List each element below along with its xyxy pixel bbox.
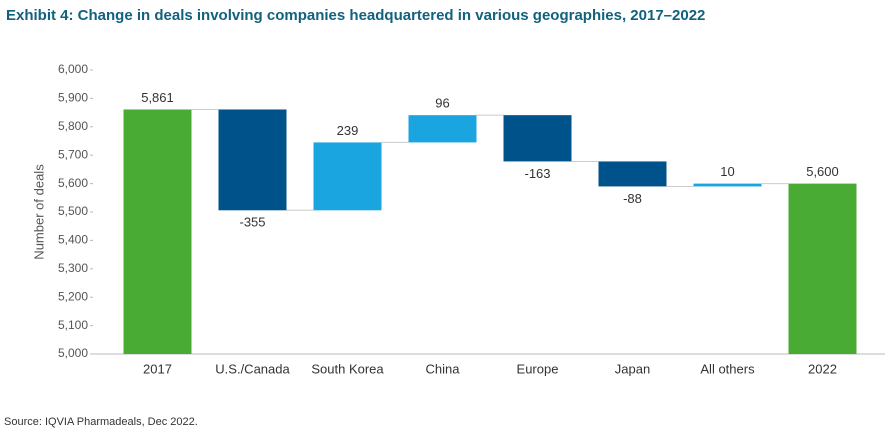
bar [598, 161, 667, 187]
y-axis-label: Number of deals [31, 164, 46, 260]
x-tick-label: U.S./Canada [215, 361, 290, 376]
y-tick-label: 5,100 [58, 318, 88, 332]
y-tick-label: 5,800 [58, 119, 88, 133]
y-tick-label: 5,200 [58, 289, 88, 303]
chart-title: Exhibit 4: Change in deals involving com… [6, 7, 705, 24]
y-tick-label: 5,700 [58, 147, 88, 161]
x-tick-label: South Korea [311, 361, 384, 376]
x-tick-label: 2017 [143, 361, 172, 376]
x-tick-label: Japan [615, 361, 650, 376]
bar [408, 115, 477, 143]
value-label: -88 [623, 191, 642, 206]
y-tick-label: 6,000 [58, 62, 88, 76]
y-tick-label: 5,600 [58, 176, 88, 190]
value-label: 239 [337, 123, 359, 138]
y-tick-label: 5,000 [58, 346, 88, 360]
bar [503, 115, 572, 162]
y-tick-label: 5,500 [58, 204, 88, 218]
x-tick-label: 2022 [808, 361, 837, 376]
value-label: 5,600 [806, 164, 839, 179]
x-tick-label: China [426, 361, 461, 376]
y-tick-label: 5,400 [58, 233, 88, 247]
value-label: 96 [435, 96, 449, 111]
x-tick-label: All others [700, 361, 755, 376]
value-label: 10 [720, 164, 734, 179]
bar [218, 109, 287, 211]
value-label: -355 [239, 215, 265, 230]
value-label: -163 [524, 166, 550, 181]
bar [788, 183, 857, 354]
bar [313, 142, 382, 211]
y-tick-label: 5,300 [58, 261, 88, 275]
y-tick-label: 5,900 [58, 91, 88, 105]
source: Source: IQVIA Pharmadeals, Dec 2022. [4, 416, 198, 428]
x-tick-label: Europe [517, 361, 559, 376]
bar [693, 183, 762, 187]
value-label: 5,861 [141, 90, 174, 105]
bar [123, 109, 192, 354]
